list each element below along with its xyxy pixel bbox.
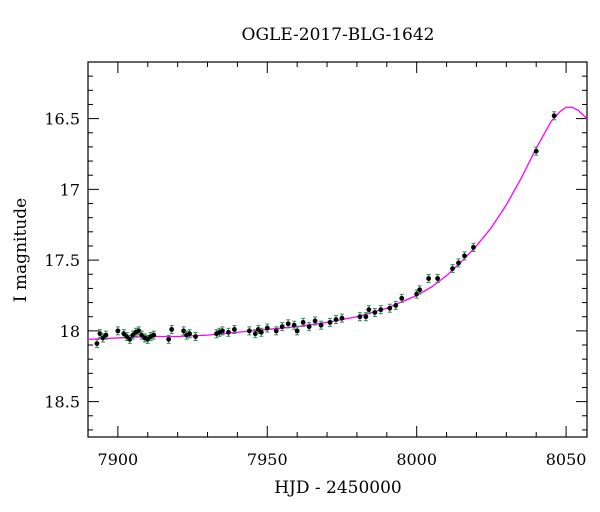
data-point — [357, 312, 363, 322]
data-point — [285, 319, 291, 329]
data-point — [339, 313, 345, 323]
data-point — [417, 285, 423, 295]
data-point — [462, 251, 467, 261]
x-tick-label: 7950 — [247, 450, 288, 469]
data-point — [252, 329, 258, 339]
data-point — [124, 332, 130, 342]
data-point — [533, 146, 539, 156]
data-point — [169, 324, 175, 334]
data-point — [306, 322, 312, 332]
axis-ticks — [87, 61, 587, 437]
y-tick-label: 18 — [60, 322, 80, 341]
data-point — [426, 274, 432, 284]
data-point — [450, 264, 455, 274]
y-tick-label: 17 — [60, 180, 80, 199]
data-points — [94, 111, 557, 349]
data-point — [291, 320, 297, 330]
data-point — [258, 327, 264, 337]
chart-title: OGLE-2017-BLG-1642 — [242, 25, 435, 45]
data-point — [387, 303, 393, 313]
data-point — [333, 315, 339, 325]
data-point — [136, 326, 142, 336]
data-point — [363, 312, 369, 322]
data-point — [151, 330, 157, 340]
data-point — [166, 334, 172, 344]
data-point — [312, 316, 318, 326]
data-point — [273, 326, 279, 336]
data-point — [246, 326, 252, 336]
plot-frame — [87, 61, 588, 438]
data-point — [318, 320, 324, 330]
y-axis-label: I magnitude — [11, 198, 31, 302]
data-point — [300, 317, 306, 327]
data-point — [226, 327, 231, 337]
data-point — [551, 111, 557, 121]
data-point — [279, 322, 285, 332]
axis-tick-labels: 7900 7950 8000 8050 16.5 17 17.5 18 18.5 — [44, 110, 586, 469]
model-curve — [87, 106, 588, 341]
data-point — [366, 305, 372, 315]
data-point — [264, 323, 270, 333]
data-point — [435, 274, 440, 284]
data-point — [115, 326, 121, 336]
data-point — [220, 326, 225, 336]
y-tick-label: 18.5 — [44, 393, 80, 412]
data-point — [294, 326, 300, 336]
data-point — [94, 339, 100, 349]
data-point — [399, 293, 405, 303]
data-point — [181, 326, 187, 336]
data-point — [232, 324, 237, 334]
data-point — [327, 317, 333, 327]
x-tick-label: 7900 — [98, 450, 139, 469]
data-point — [471, 242, 476, 252]
x-tick-label: 8050 — [546, 450, 587, 469]
data-point — [378, 305, 384, 315]
data-point — [97, 329, 103, 339]
data-point — [187, 329, 192, 339]
y-tick-label: 17.5 — [44, 251, 80, 270]
y-tick-label: 16.5 — [44, 110, 80, 129]
data-point — [372, 307, 378, 317]
data-point — [393, 300, 399, 310]
data-point — [456, 258, 461, 268]
data-point — [414, 289, 420, 299]
data-point — [103, 330, 109, 340]
x-tick-label: 8000 — [396, 450, 437, 469]
data-point — [193, 332, 198, 342]
x-axis-label: HJD - 2450000 — [274, 478, 402, 498]
